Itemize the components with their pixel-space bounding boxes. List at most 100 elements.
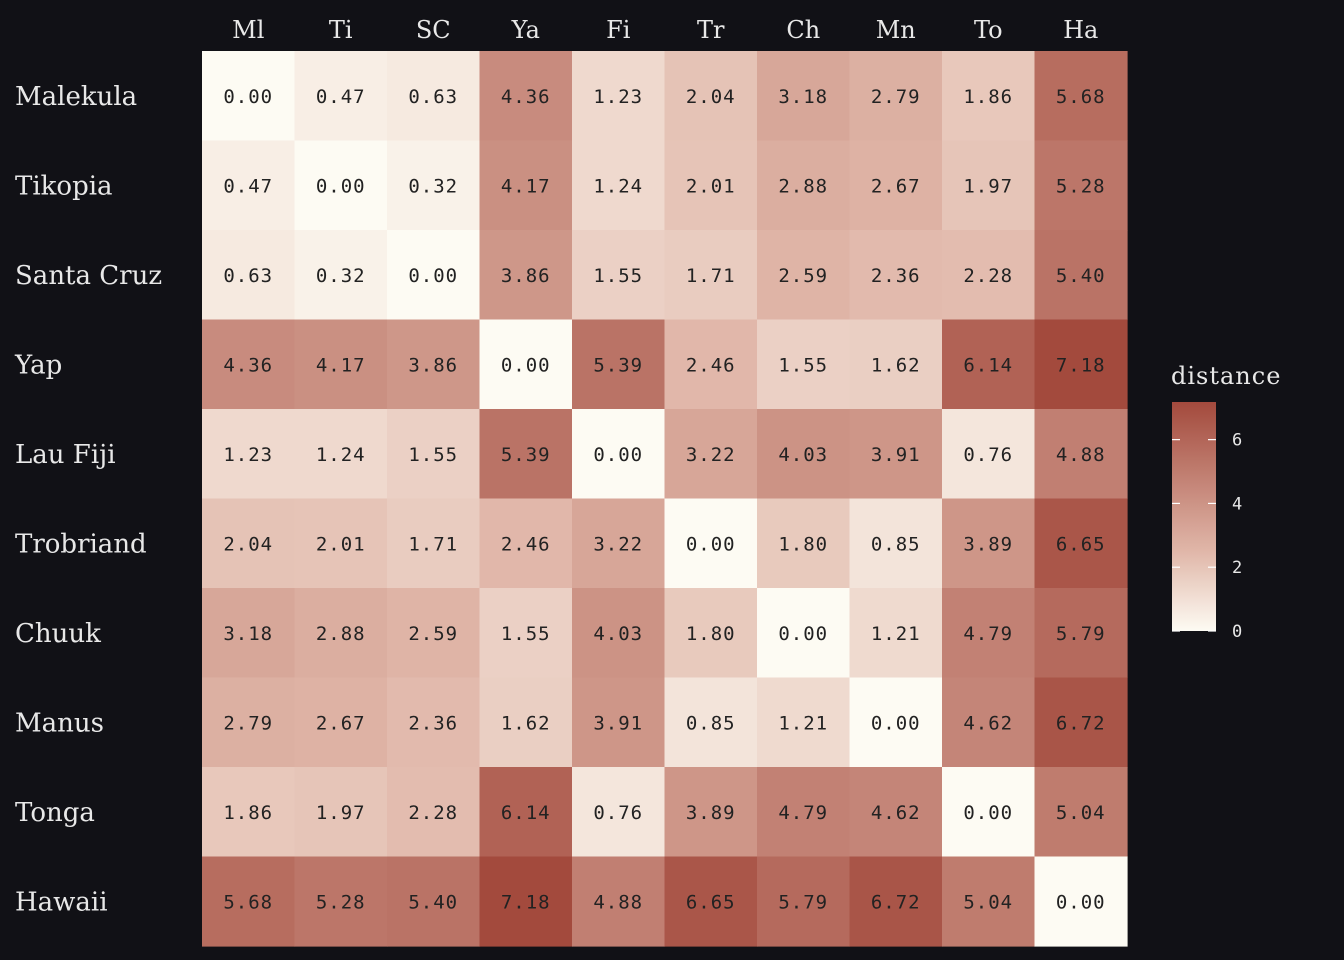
cell-value-label: 6.65	[1056, 533, 1106, 555]
heatmap-cell	[1034, 140, 1128, 231]
cell-value-label: 6.14	[501, 802, 551, 824]
legend-tick-label: 4	[1232, 494, 1242, 514]
heatmap-cell	[202, 319, 296, 410]
cell-value-label: 1.80	[686, 623, 736, 645]
row-label: Malekula	[15, 82, 137, 112]
heatmap-cell	[387, 498, 481, 589]
heatmap-cell	[572, 319, 666, 410]
cell-value-label: 3.18	[223, 623, 273, 645]
row-label: Santa Cruz	[15, 261, 162, 291]
heatmap-cell	[942, 588, 1036, 679]
heatmap-cell	[757, 498, 851, 589]
cell-value-label: 3.18	[778, 86, 828, 108]
cell-value-label: 2.59	[778, 265, 828, 287]
cell-value-label: 5.28	[316, 891, 366, 913]
heatmap-cell	[294, 677, 388, 768]
cell-value-label: 0.63	[408, 86, 458, 108]
heatmap-cell	[479, 140, 573, 231]
cell-value-label: 5.39	[593, 354, 643, 376]
heatmap-cell	[664, 767, 758, 858]
heatmap-cell	[1034, 588, 1128, 679]
column-label: Mn	[876, 16, 916, 44]
cell-value-label: 0.76	[593, 802, 643, 824]
cell-value-label: 1.24	[593, 175, 643, 197]
heatmap-cell	[479, 409, 573, 500]
heatmap-cell	[1034, 319, 1128, 410]
heatmap-cell	[202, 767, 296, 858]
heatmap-cell	[664, 319, 758, 410]
heatmap-cell	[572, 230, 666, 321]
cell-value-label: 2.46	[686, 354, 736, 376]
heatmap-cell	[849, 498, 943, 589]
cell-value-label: 6.65	[686, 891, 736, 913]
heatmap-cell	[1034, 856, 1128, 947]
cell-value-label: 1.24	[316, 444, 366, 466]
cell-value-label: 1.97	[963, 175, 1013, 197]
cell-value-label: 0.00	[593, 444, 643, 466]
heatmap-cell	[942, 230, 1036, 321]
row-label: Hawaii	[15, 887, 108, 917]
heatmap-cell	[479, 230, 573, 321]
heatmap-cell	[202, 51, 296, 142]
cell-value-label: 1.23	[223, 444, 273, 466]
cell-value-label: 2.88	[778, 175, 828, 197]
cell-value-label: 5.04	[1056, 802, 1106, 824]
heatmap-cell	[942, 51, 1036, 142]
cell-value-label: 0.00	[686, 533, 736, 555]
heatmap-cell	[294, 856, 388, 947]
cell-value-label: 5.68	[223, 891, 273, 913]
heatmap-cell	[664, 51, 758, 142]
heatmap-cell	[942, 319, 1036, 410]
cell-value-label: 1.97	[316, 802, 366, 824]
row-label: Manus	[15, 708, 104, 738]
cell-value-label: 3.89	[963, 533, 1013, 555]
cell-value-label: 1.55	[593, 265, 643, 287]
heatmap-cell	[572, 409, 666, 500]
heatmap-cell	[479, 677, 573, 768]
heatmap-cell	[942, 140, 1036, 231]
heatmap-cell	[849, 140, 943, 231]
cell-value-label: 2.46	[501, 533, 551, 555]
column-label: Ch	[786, 16, 820, 44]
cell-value-label: 2.59	[408, 623, 458, 645]
heatmap-cell	[202, 677, 296, 768]
heatmap-cell	[664, 409, 758, 500]
cell-value-label: 0.32	[316, 265, 366, 287]
cell-value-label: 5.79	[1056, 623, 1106, 645]
cell-value-label: 1.86	[223, 802, 273, 824]
cell-value-label: 4.88	[1056, 444, 1106, 466]
heatmap-cell	[202, 140, 296, 231]
cell-value-label: 2.01	[316, 533, 366, 555]
heatmap-cell	[757, 51, 851, 142]
legend-tick-label: 0	[1232, 622, 1242, 642]
heatmap-cell	[942, 767, 1036, 858]
heatmap-cell	[202, 409, 296, 500]
cell-value-label: 4.79	[963, 623, 1013, 645]
cell-value-label: 3.86	[408, 354, 458, 376]
cell-value-label: 1.55	[778, 354, 828, 376]
heatmap-cell	[572, 51, 666, 142]
heatmap-cells: 0.00 0.47 0.63 4.36 1.23 2.04 3.18 2.79 1.86 5.68…	[202, 51, 1128, 947]
cell-value-label: 2.88	[316, 623, 366, 645]
heatmap-cell	[572, 767, 666, 858]
cell-value-label: 2.79	[871, 86, 921, 108]
cell-value-label: 2.01	[686, 175, 736, 197]
row-label: Tikopia	[15, 171, 113, 201]
row-label: Chuuk	[15, 619, 101, 649]
cell-value-label: 0.47	[316, 86, 366, 108]
cell-value-label: 4.62	[871, 802, 921, 824]
cell-value-label: 0.00	[871, 712, 921, 734]
cell-value-label: 1.71	[408, 533, 458, 555]
cell-value-label: 5.40	[1056, 265, 1106, 287]
heatmap-cell	[664, 230, 758, 321]
cell-value-label: 0.00	[778, 623, 828, 645]
cell-value-label: 0.00	[408, 265, 458, 287]
cell-value-label: 4.03	[778, 444, 828, 466]
cell-value-label: 4.62	[963, 712, 1013, 734]
row-label: Tonga	[15, 798, 95, 828]
heatmap-cell	[942, 856, 1036, 947]
cell-value-label: 2.36	[871, 265, 921, 287]
cell-value-label: 4.36	[223, 354, 273, 376]
heatmap-cell	[202, 588, 296, 679]
